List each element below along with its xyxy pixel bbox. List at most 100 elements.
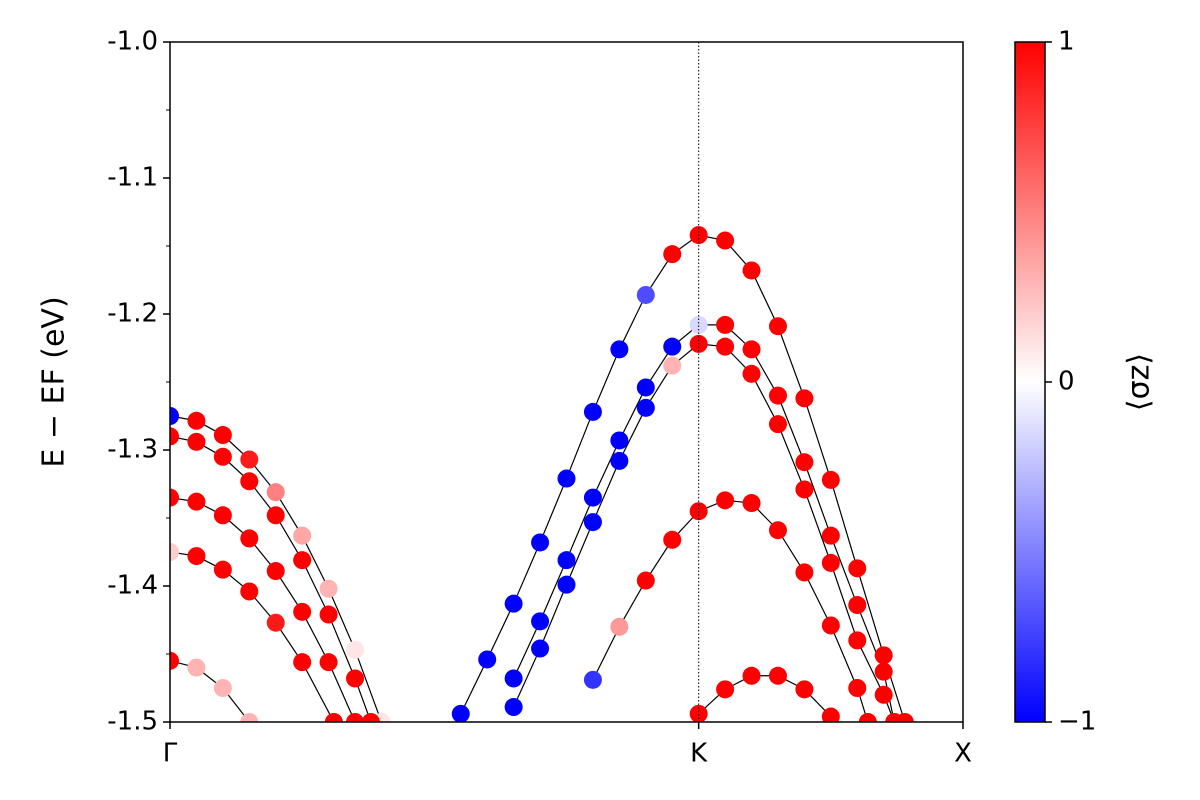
band-point [885,713,904,722]
band-point [240,582,259,601]
band-point [821,470,840,489]
y-tick-label: -1.3 [107,435,158,465]
band-point [213,506,232,525]
band-line [698,675,832,717]
band-point [742,261,761,280]
band-point [478,650,497,669]
band-point [874,646,893,665]
plot-area [170,226,914,722]
x-tick-label: Γ [163,739,178,769]
band-point [266,506,285,525]
band-point [689,704,708,722]
band-point [170,407,179,425]
band-point [795,453,814,472]
band-point [848,679,867,697]
band-point [716,680,735,699]
band-point [742,364,761,383]
plot-frame [169,41,964,723]
band-point [531,612,550,631]
band-point [213,426,232,445]
band-point [240,450,259,469]
band-point [821,616,840,635]
band-point [636,378,655,397]
band-point [187,492,206,511]
band-point [557,551,576,570]
band-point [583,488,602,507]
band-point [874,685,893,704]
band-line [513,343,895,722]
band-point [451,704,470,722]
band-point [716,315,735,334]
band-point [768,415,787,434]
band-point [610,451,629,470]
colorbar [1014,41,1046,723]
band-point [346,713,365,722]
band-point [795,563,814,582]
band-line [460,234,906,722]
band-point [768,521,787,540]
band-point [319,605,338,624]
band-point [583,670,602,689]
band-point [187,432,206,451]
band-point [170,427,179,446]
band-point [346,640,365,659]
colorbar-tick-label: 1 [1058,27,1075,57]
band-point [636,398,655,417]
band-point [361,713,380,722]
band-point [795,680,814,699]
y-tick-label: -1.4 [107,571,158,601]
band-point [346,669,365,688]
band-point [504,698,523,717]
band-point [324,713,343,722]
band-point [293,602,312,621]
band-point [557,575,576,594]
y-tick-label: -1.1 [107,163,158,193]
band-line [170,435,372,722]
band-point [874,662,893,681]
band-point [531,533,550,552]
y-tick-label: -1.0 [107,27,158,57]
band-point [610,340,629,359]
band-point [768,317,787,336]
band-point [240,713,259,722]
band-point [716,491,735,510]
band-point [663,337,682,356]
band-point [240,472,259,491]
band-point [266,483,285,502]
band-point [742,666,761,685]
band-point [293,551,312,570]
band-point [187,411,206,430]
band-point [293,526,312,545]
band-point [742,340,761,359]
band-point [742,494,761,513]
band-point [187,547,206,566]
band-point [716,231,735,250]
band-point [821,526,840,545]
colorbar-tick-label: −1 [1058,707,1096,737]
band-point [821,553,840,572]
band-point [768,666,787,685]
band-point [716,337,735,356]
band-point [689,315,708,334]
band-line [170,551,335,722]
x-tick-label: K [690,739,708,769]
y-tick-label: -1.5 [107,707,158,737]
band-point [858,713,877,722]
band-point [319,579,338,598]
band-point [557,469,576,488]
band-point [319,653,338,672]
band-point [663,530,682,549]
band-point [610,431,629,450]
band-point [848,596,867,615]
band-point [293,653,312,672]
band-point [821,707,840,722]
band-point [583,402,602,421]
band-point [636,571,655,590]
band-point [663,356,682,375]
band-point [795,389,814,408]
band-point [266,613,285,632]
band-point [504,594,523,613]
band-point [170,651,179,670]
band-point [266,562,285,581]
